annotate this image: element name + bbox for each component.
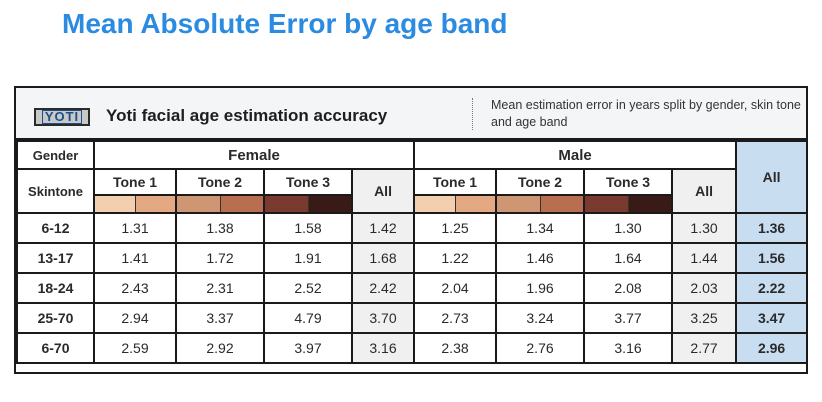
gender-label: Gender (16, 140, 95, 170)
table-cell: 1.30 (671, 212, 738, 244)
skintone-label: Skintone (16, 168, 95, 214)
female-header: Female (92, 140, 416, 170)
overall-all-header: All (735, 140, 809, 214)
table-cell: 2.31 (175, 272, 265, 304)
table-cell: 2.92 (175, 332, 265, 364)
table-cell: 1.46 (495, 242, 586, 274)
skin-tone-swatch (415, 196, 456, 212)
table-cell: 2.04 (413, 272, 498, 304)
table-cell: 3.77 (583, 302, 674, 334)
table-cell: 3.24 (495, 302, 586, 334)
female-tone-1-header: Tone 1 (93, 168, 177, 196)
table-cell: 1.22 (413, 242, 498, 274)
male-tone-3-swatch (583, 194, 674, 214)
table-cell: 1.91 (263, 242, 353, 274)
skin-tone-swatch (628, 196, 672, 212)
skin-tone-swatch (265, 196, 309, 212)
skin-tone-swatch (455, 196, 496, 212)
table-cell: 2.76 (495, 332, 586, 364)
male-tone-1-swatch (413, 194, 498, 214)
table-cell: 3.16 (350, 332, 416, 364)
male-header: Male (413, 140, 738, 170)
table-cell: 2.22 (735, 272, 809, 304)
header-divider (472, 98, 473, 130)
table-cell: 1.72 (175, 242, 265, 274)
skin-tone-swatch (540, 196, 584, 212)
table-row: 25-70 2.94 3.37 4.79 3.70 2.73 3.24 3.77 3.25 3.4… (16, 302, 809, 334)
table-cell: 2.08 (583, 272, 674, 304)
error-table: Gender Female Male All Skintone Tone 1 T… (16, 140, 809, 364)
table-cell: 3.47 (735, 302, 809, 334)
yoti-logo: YOTI (34, 108, 90, 126)
table-cell: 1.68 (350, 242, 416, 274)
male-tone-1-header: Tone 1 (413, 168, 498, 196)
table-cell: 1.34 (495, 212, 586, 244)
female-tone-2-swatch (175, 194, 265, 214)
table-cell: 3.37 (175, 302, 265, 334)
female-all-header: All (350, 168, 416, 214)
table-cell: 2.03 (671, 272, 738, 304)
female-tone-2-header: Tone 2 (175, 168, 265, 196)
age-band-label: 6-70 (16, 332, 95, 364)
table-cell: 1.96 (495, 272, 586, 304)
logo-text: YOTI (41, 110, 83, 124)
table-cell: 1.38 (175, 212, 265, 244)
table-cell: 2.38 (413, 332, 498, 364)
table-cell: 3.70 (350, 302, 416, 334)
table-cell: 1.56 (735, 242, 809, 274)
table-row: 18-24 2.43 2.31 2.52 2.42 2.04 1.96 2.08 2.03 2.2… (16, 272, 809, 304)
age-band-label: 18-24 (16, 272, 95, 304)
age-band-label: 25-70 (16, 302, 95, 334)
table-cell: 2.77 (671, 332, 738, 364)
female-tone-3-swatch (263, 194, 353, 214)
female-tone-3-header: Tone 3 (263, 168, 353, 196)
table-cell: 3.16 (583, 332, 674, 364)
table-cell: 3.25 (671, 302, 738, 334)
table-cell: 1.31 (93, 212, 177, 244)
card-header: YOTI Yoti facial age estimation accuracy… (16, 88, 806, 140)
table-cell: 2.96 (735, 332, 809, 364)
page-title: Mean Absolute Error by age band (62, 8, 508, 39)
accuracy-card: YOTI Yoti facial age estimation accuracy… (14, 86, 809, 374)
skin-tone-swatch (308, 196, 351, 212)
skin-tone-swatch (585, 196, 629, 212)
table-cell: 3.97 (263, 332, 353, 364)
skin-tone-swatch (135, 196, 175, 212)
skin-tone-swatch (220, 196, 263, 212)
male-tone-2-swatch (495, 194, 586, 214)
table-cell: 1.41 (93, 242, 177, 274)
table-cell: 1.44 (671, 242, 738, 274)
age-band-label: 13-17 (16, 242, 95, 274)
table-cell: 2.73 (413, 302, 498, 334)
male-all-header: All (671, 168, 738, 214)
table-row: 6-70 2.59 2.92 3.97 3.16 2.38 2.76 3.16 2.77 2.96 (16, 332, 809, 364)
table-row: 13-17 1.41 1.72 1.91 1.68 1.22 1.46 1.64 1.44 1.5… (16, 242, 809, 274)
male-tone-2-header: Tone 2 (495, 168, 586, 196)
skin-tone-swatch (95, 196, 136, 212)
card-heading: Yoti facial age estimation accuracy (106, 106, 388, 125)
age-band-label: 6-12 (16, 212, 95, 244)
table-cell: 2.94 (93, 302, 177, 334)
table-cell: 4.79 (263, 302, 353, 334)
table-cell: 1.64 (583, 242, 674, 274)
table-cell: 1.30 (583, 212, 674, 244)
table-cell: 2.59 (93, 332, 177, 364)
skin-tone-swatch (177, 196, 221, 212)
table-cell: 1.58 (263, 212, 353, 244)
table-cell: 2.42 (350, 272, 416, 304)
female-tone-1-swatch (93, 194, 177, 214)
table-cell: 1.36 (735, 212, 809, 244)
table-cell: 2.43 (93, 272, 177, 304)
card-description: Mean estimation error in years split by … (491, 98, 801, 129)
table-cell: 2.52 (263, 272, 353, 304)
male-tone-3-header: Tone 3 (583, 168, 674, 196)
table-row: 6-12 1.31 1.38 1.58 1.42 1.25 1.34 1.30 1.30 1.36 (16, 212, 809, 244)
table-cell: 1.42 (350, 212, 416, 244)
skin-tone-swatch (497, 196, 541, 212)
table-cell: 1.25 (413, 212, 498, 244)
